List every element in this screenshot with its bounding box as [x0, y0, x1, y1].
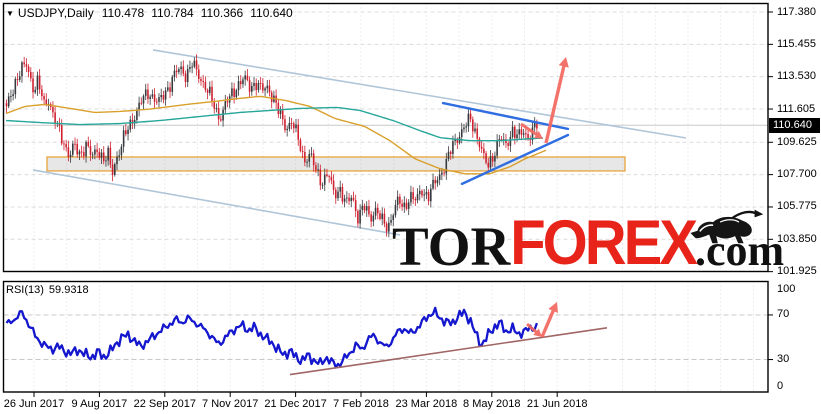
rsi-tick-label: 70	[777, 308, 790, 321]
grid	[3, 3, 768, 392]
date-label: 22 Sep 2017	[133, 398, 196, 410]
candles-bearish	[5, 54, 538, 237]
ma-fast-line	[5, 95, 547, 175]
brand-logo: TOR FOREX .com	[392, 208, 784, 278]
symbol-timeframe: USDJPY,Daily	[17, 6, 94, 20]
price-tick-label: 105.775	[777, 200, 817, 213]
ohlc-value: 110.478	[101, 6, 145, 20]
ohlc-value: 110.640	[250, 6, 293, 20]
pullback-arrow-main	[520, 122, 543, 139]
price-tick-label: 103.850	[777, 232, 817, 245]
expand-ohlc-icon[interactable]: ▼	[6, 9, 14, 18]
price-tick-label: 109.625	[777, 135, 817, 148]
chart-header: ▼ USDJPY,Daily 110.478 110.784 110.366 110.64…	[6, 6, 300, 20]
rsi-tick-label: 0	[777, 379, 784, 392]
ohlc-value: 110.784	[151, 6, 194, 20]
bull-icon	[690, 209, 764, 244]
pullback-arrow-rsi	[526, 322, 542, 337]
rsi-trendline	[289, 326, 608, 376]
date-label: 21 Dec 2017	[264, 398, 327, 410]
rsi-panel-border	[2, 280, 769, 393]
logo-part-forex: FOREX	[510, 207, 698, 278]
ohlc-value: 110.366	[200, 6, 244, 20]
logo-part-tor: TOR	[392, 216, 511, 277]
support-zone	[46, 156, 626, 172]
channel-line-upper	[152, 49, 687, 139]
price-tick-label: 117.380	[777, 5, 816, 18]
axis-ticks	[33, 11, 773, 397]
forecast-up-arrow-rsi	[540, 302, 558, 338]
price-tick-label: 115.455	[777, 37, 816, 50]
price-tick-label: 111.605	[777, 102, 816, 115]
rsi-label: RSI(13)	[6, 284, 44, 296]
rsi-header: RSI(13) 59.9318	[6, 284, 89, 296]
triangle-line-lower	[460, 133, 570, 186]
rsi-tick-label: 100	[777, 282, 796, 295]
date-label: 7 Nov 2017	[202, 398, 259, 410]
rsi-tick-label: 30	[777, 353, 790, 366]
ma-slow-line	[5, 106, 544, 142]
date-label: 26 Jun 2017	[3, 398, 65, 410]
date-label: 8 May 2018	[463, 398, 521, 410]
price-tick-label: 113.530	[777, 70, 816, 83]
current-price-label: 110.640	[769, 117, 820, 133]
date-label: 7 Feb 2018	[333, 398, 389, 410]
rsi-line	[5, 306, 538, 369]
price-tick-label: 101.925	[777, 265, 817, 278]
date-label: 23 Mar 2018	[395, 398, 458, 410]
channel-line-lower	[32, 169, 401, 236]
candles-bullish	[7, 57, 536, 238]
forecast-up-arrow-main	[544, 57, 569, 144]
date-label: 21 Jun 2018	[526, 398, 588, 410]
triangle-line-upper	[441, 101, 570, 131]
main-panel-border	[2, 2, 769, 273]
rsi-value: 59.9318	[48, 284, 89, 296]
price-tick-label: 107.700	[777, 168, 817, 181]
date-label: 9 Aug 2017	[71, 398, 128, 410]
